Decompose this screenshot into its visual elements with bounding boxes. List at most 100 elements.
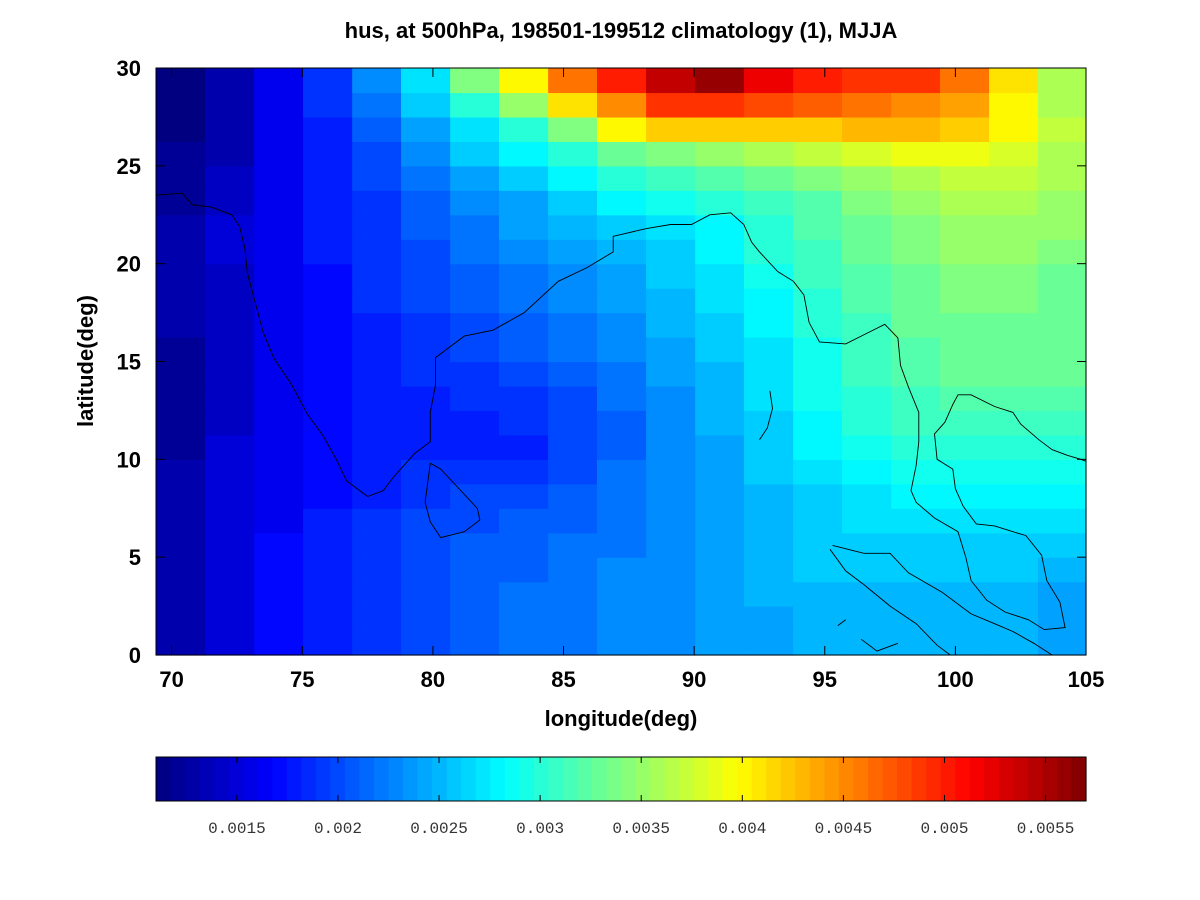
heatmap-cell [352, 312, 402, 338]
heatmap-cell [695, 312, 745, 338]
heatmap-cell [695, 361, 745, 387]
heatmap-cell [646, 288, 696, 314]
heatmap-cell [156, 68, 206, 94]
colorbar-tick-label: 0.002 [314, 820, 362, 838]
heatmap-cell [1037, 557, 1087, 583]
heatmap-cell [205, 532, 255, 558]
heatmap-cell [744, 483, 794, 509]
heatmap-cell [695, 190, 745, 216]
heatmap-cell [842, 606, 892, 632]
heatmap-cell [548, 190, 598, 216]
colorbar-swatch [548, 757, 564, 801]
heatmap-cell [205, 483, 255, 509]
heatmap-cell [450, 239, 500, 265]
heatmap-cell [548, 337, 598, 363]
heatmap-cell [401, 630, 451, 656]
heatmap-cell [1037, 434, 1087, 460]
heatmap-cell [1037, 410, 1087, 436]
heatmap-cell [205, 434, 255, 460]
heatmap-cell [596, 288, 647, 314]
heatmap-cell [499, 337, 549, 363]
colorbar-swatch [635, 757, 651, 801]
heatmap-cell [989, 581, 1039, 607]
heatmap-cell [1037, 361, 1087, 387]
heatmap-cell [401, 263, 451, 289]
colorbar-tick-label: 0.0045 [815, 820, 873, 838]
heatmap-cell [695, 434, 745, 460]
heatmap-cell [401, 312, 451, 338]
heatmap-cell [156, 557, 206, 583]
heatmap-cell [891, 165, 941, 191]
y-axis-title: latitude(deg) [73, 295, 98, 427]
heatmap-cell [1037, 165, 1087, 191]
heatmap-cell [891, 581, 941, 607]
heatmap-cell [842, 190, 892, 216]
heatmap-cell [989, 312, 1039, 338]
heatmap-cell [744, 361, 794, 387]
colorbar-swatch [257, 757, 273, 801]
heatmap-cell [450, 606, 500, 632]
plot-area: 70 75 80 85 90 95 100 105 0 5 10 15 20 25 30 [117, 56, 1105, 692]
heatmap-cell [548, 239, 598, 265]
heatmap-cell [842, 434, 892, 460]
heatmap-cell [205, 630, 255, 656]
y-tick-label: 25 [117, 154, 141, 179]
heatmap-cell [989, 190, 1039, 216]
colorbar-swatches [156, 757, 1087, 801]
heatmap-cell [695, 68, 745, 94]
colorbar-swatch [868, 757, 884, 801]
heatmap-cell [842, 410, 892, 436]
colorbar-swatch [156, 757, 172, 801]
heatmap-cell [891, 116, 941, 142]
heatmap-cell [548, 361, 598, 387]
heatmap-cell [303, 581, 353, 607]
heatmap-cell [989, 68, 1039, 94]
heatmap-cell [548, 116, 598, 142]
colorbar-tick-label: 0.0035 [612, 820, 670, 838]
heatmap-cell [205, 337, 255, 363]
heatmap-cell [989, 532, 1039, 558]
heatmap-cell [646, 361, 696, 387]
heatmap-cell [646, 116, 696, 142]
heatmap-cell [891, 410, 941, 436]
heatmap-cell [254, 312, 304, 338]
heatmap-cell [939, 312, 990, 338]
heatmap-cell [548, 385, 598, 412]
heatmap-cell [1037, 483, 1087, 509]
heatmap-cell [450, 557, 500, 583]
heatmap-cell [793, 165, 843, 191]
heatmap-cell [156, 214, 206, 240]
heatmap-cell [842, 214, 892, 240]
heatmap-cell [891, 385, 941, 412]
heatmap-cell [891, 190, 941, 216]
heatmap-cell [205, 165, 255, 191]
colorbar-swatch [199, 757, 215, 801]
heatmap-cell [842, 92, 892, 118]
heatmap-cell [205, 459, 255, 485]
colorbar-swatch [606, 757, 622, 801]
colorbar-swatch [315, 757, 331, 801]
heatmap-cell [646, 483, 696, 509]
heatmap-cell [793, 385, 843, 412]
heatmap-cell [646, 337, 696, 363]
heatmap-cell [254, 557, 304, 583]
heatmap-cell [303, 337, 353, 363]
heatmap-cell [205, 239, 255, 265]
coastline [861, 638, 899, 652]
heatmap-cell [254, 385, 304, 412]
heatmap-cell [156, 92, 206, 118]
heatmap-cell [695, 459, 745, 485]
heatmap-cell [401, 434, 451, 460]
heatmap-cell [842, 263, 892, 289]
heatmap-cell [303, 165, 353, 191]
heatmap-cell [646, 606, 696, 632]
heatmap-cell [156, 581, 206, 607]
heatmap-cell [205, 385, 255, 412]
heatmap-cell [695, 630, 745, 656]
heatmap-cell [842, 239, 892, 265]
colorbar-swatch [621, 757, 637, 801]
heatmap-cell [842, 361, 892, 387]
colorbar-swatch [751, 757, 767, 801]
y-tick-label: 0 [129, 643, 141, 668]
heatmap-cell [989, 288, 1039, 314]
